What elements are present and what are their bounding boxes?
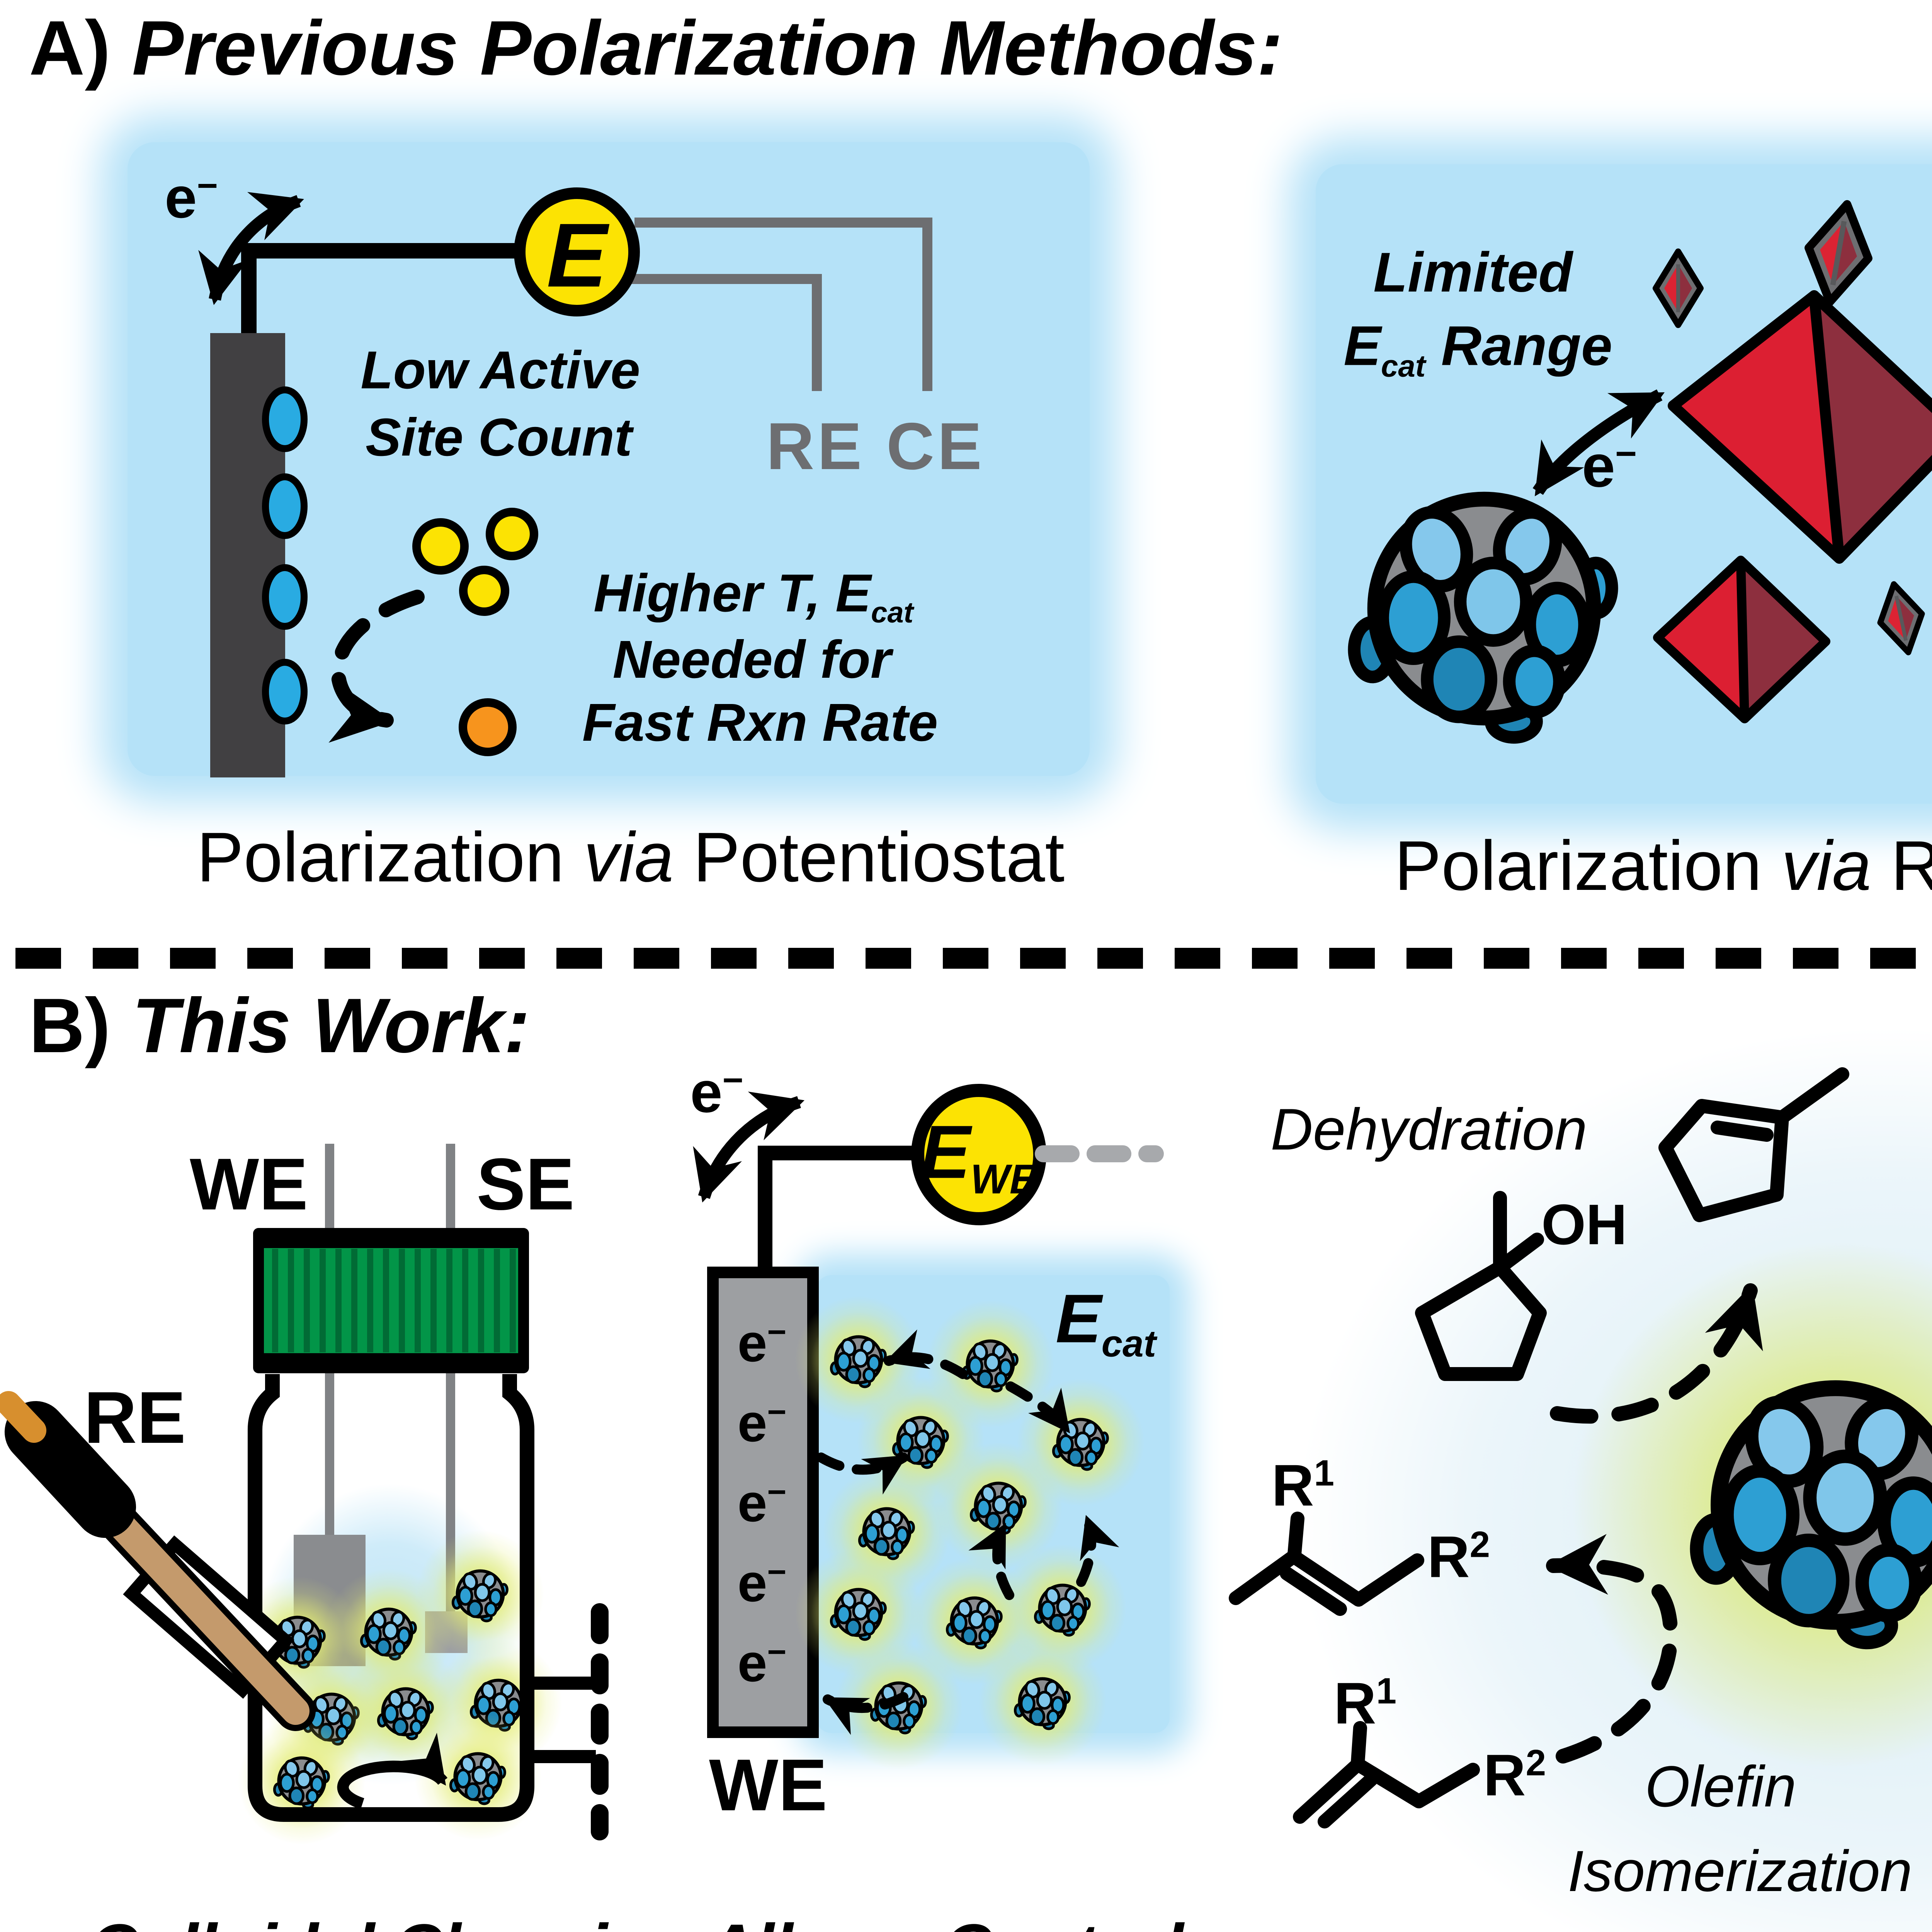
methylcyclopentene-structure	[1658, 1067, 1849, 1222]
potentiostat-diagram	[198, 187, 932, 777]
nanoparticle-catalyst	[1354, 499, 1612, 738]
terminal-olefin-structure	[1293, 1721, 1480, 1828]
electrode-electron-5: e−	[737, 1633, 787, 1693]
caption-redox-buffers: Polarization via Redox Buffers	[1394, 826, 1932, 905]
potential-meter-circle	[514, 187, 640, 316]
working-electrode-wire	[241, 243, 519, 333]
vial-outline	[248, 1374, 534, 1822]
particle-exchange-arrows	[816, 1329, 1119, 1735]
redox-electron-arrow	[1532, 389, 1665, 497]
vial-cap	[253, 1228, 529, 1373]
ecat-label: Ecat	[1055, 1280, 1156, 1365]
electrode-electron-3: e−	[737, 1473, 787, 1533]
limited-line2: Ecat Range	[1344, 314, 1612, 383]
colloidal-cell-diagram	[0, 1144, 609, 1845]
small-crystal-3	[1873, 580, 1929, 656]
r2-label-substrate: R2	[1483, 1742, 1546, 1808]
ewe-meter-label: EWE	[920, 1110, 1037, 1202]
ce-wire	[634, 218, 932, 391]
electrode-electron-2: e−	[737, 1393, 787, 1453]
internal-olefin-structure	[1229, 1512, 1424, 1616]
reaction-scope-diagram	[1229, 1028, 1932, 1932]
we-label-cell: WE	[189, 1143, 308, 1225]
cell-lead-wires	[325, 1144, 455, 1231]
reaction-arrows	[1546, 1283, 1763, 1764]
we-wire	[758, 1146, 915, 1277]
re-probe	[0, 1391, 316, 1731]
dehydration-label: Dehydration	[1270, 1097, 1587, 1162]
electron-transfer-arrow-b	[693, 1092, 805, 1203]
olefin-line2: Isomerization	[1567, 1838, 1913, 1903]
higher-t-line2: Needed for	[612, 630, 891, 689]
r2-label-product: R2	[1427, 1524, 1490, 1590]
small-crystal-1	[1656, 252, 1701, 325]
low-active-line2: Site Count	[366, 408, 632, 467]
olefin-line1: Olefin	[1645, 1754, 1796, 1819]
redox-buffer-crystal-large	[1668, 290, 1932, 564]
electrode-electron-1: e−	[737, 1313, 787, 1373]
colloid-charging-diagram	[693, 1084, 1164, 1770]
low-active-line1: Low Active	[361, 340, 640, 400]
side-port-bars	[534, 1677, 596, 1763]
slow-reaction-arrow	[328, 590, 425, 743]
higher-t-line1: Higher T, Ecat	[594, 563, 913, 629]
panel-a-title: A) Previous Polarization Methods:	[29, 5, 1283, 91]
dehydration-arrow	[1550, 1283, 1763, 1424]
substrate-molecules	[412, 508, 538, 616]
r1-label-product: R1	[1271, 1452, 1335, 1519]
re-probe-tip	[0, 1391, 46, 1443]
panel-b-title: B) This Work:	[29, 983, 530, 1069]
stirring-arrow	[337, 1733, 448, 1810]
se-label-cell: SE	[476, 1143, 575, 1225]
electron-label-a-left: e−	[165, 165, 218, 230]
isomerization-arrow	[1546, 1534, 1678, 1764]
re-wire	[630, 274, 822, 391]
redox-buffer-crystal-medium	[1653, 556, 1830, 723]
re-probe-grip	[5, 1401, 136, 1538]
r1-label-substrate: R1	[1333, 1670, 1397, 1736]
electrode-electron-4: e−	[737, 1553, 787, 1613]
re-ce-label: RE CE	[766, 409, 985, 483]
methylcyclopentanol-structure	[1415, 1191, 1547, 1381]
electron-label-b: e−	[690, 1060, 743, 1124]
potential-meter-label: E	[546, 204, 607, 306]
caption-potentiostat: Polarization via Potentiostat	[197, 818, 1065, 896]
oh-label: OH	[1541, 1193, 1627, 1257]
caption-left-line1: Colloidal Charging Allows Control	[89, 1915, 1184, 1932]
limited-line1: Limited	[1373, 241, 1573, 304]
active-sites	[262, 386, 308, 724]
redox-buffer-diagram	[1354, 160, 1932, 761]
electron-transfer-arrow	[198, 192, 304, 305]
electron-label-a-right: e−	[1582, 432, 1637, 500]
we-label-electrode: WE	[709, 1744, 828, 1826]
product-molecule	[459, 698, 517, 756]
re-label-cell: RE	[84, 1377, 186, 1459]
higher-t-line3: Fast Rxn Rate	[582, 693, 938, 752]
